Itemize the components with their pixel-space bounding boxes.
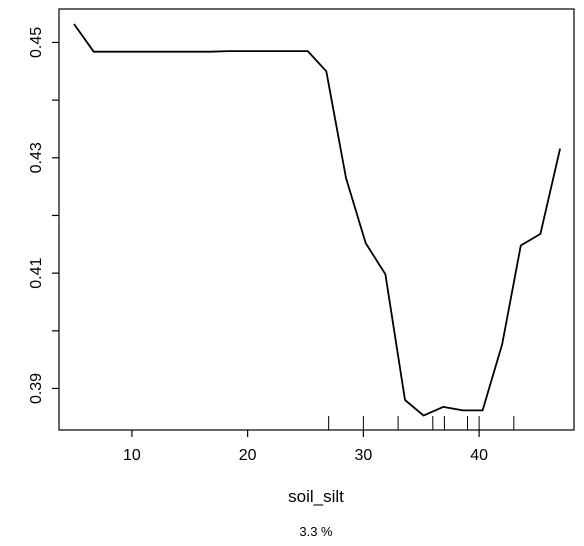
x-tick-label: 30 (354, 447, 372, 464)
x-tick-label: 10 (123, 447, 141, 464)
y-tick-label: 0.45 (28, 27, 45, 58)
x-axis-ticks: 10 20 30 40 (123, 430, 488, 464)
caption-text: 3.3 % (299, 524, 333, 539)
plot-frame (58, 8, 575, 431)
y-tick-label: 0.43 (28, 142, 45, 173)
series-line (73, 23, 561, 417)
x-tick-label: 40 (470, 447, 488, 464)
chart-axes (58, 8, 575, 431)
rug-marks (328, 416, 515, 430)
y-axis-ticks: 0.39 0.41 0.43 0.45 (28, 27, 59, 404)
x-tick-label: 20 (239, 447, 257, 464)
y-tick-label: 0.39 (28, 373, 45, 404)
x-axis-label: soil_silt (288, 487, 344, 506)
plot-area (73, 23, 561, 417)
y-tick-label: 0.41 (28, 257, 45, 288)
